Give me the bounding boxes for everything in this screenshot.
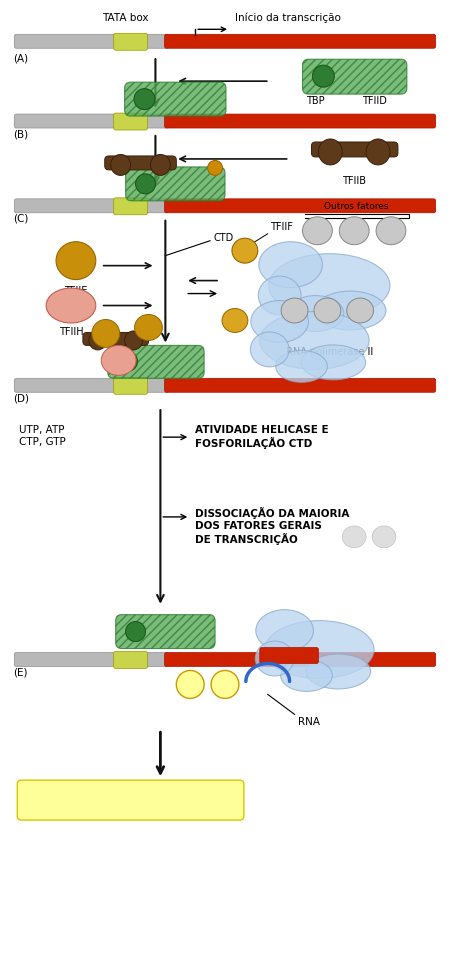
FancyBboxPatch shape: [165, 34, 436, 48]
Ellipse shape: [56, 242, 96, 280]
Text: (E): (E): [14, 668, 28, 678]
FancyBboxPatch shape: [114, 377, 148, 394]
Text: (C): (C): [14, 214, 29, 224]
Ellipse shape: [134, 89, 155, 109]
Ellipse shape: [312, 65, 334, 87]
Ellipse shape: [342, 526, 366, 548]
Ellipse shape: [92, 320, 120, 347]
Text: Início da transcrição: Início da transcrição: [235, 13, 341, 23]
Ellipse shape: [117, 351, 138, 371]
Ellipse shape: [101, 345, 136, 375]
Ellipse shape: [150, 154, 171, 176]
Ellipse shape: [319, 139, 342, 165]
Ellipse shape: [265, 621, 374, 679]
FancyBboxPatch shape: [311, 142, 398, 157]
Ellipse shape: [46, 288, 96, 323]
FancyBboxPatch shape: [14, 652, 169, 667]
Ellipse shape: [315, 292, 386, 330]
Ellipse shape: [258, 276, 301, 315]
FancyBboxPatch shape: [114, 651, 148, 669]
FancyBboxPatch shape: [165, 378, 436, 392]
Ellipse shape: [281, 298, 308, 323]
Text: (B): (B): [14, 129, 28, 139]
Text: TBP: TBP: [306, 97, 325, 106]
Text: P: P: [187, 680, 194, 689]
Ellipse shape: [126, 622, 145, 642]
Text: (A): (A): [14, 54, 28, 63]
Ellipse shape: [111, 154, 130, 176]
FancyBboxPatch shape: [105, 156, 176, 170]
FancyBboxPatch shape: [260, 647, 319, 664]
FancyBboxPatch shape: [14, 199, 169, 213]
FancyBboxPatch shape: [126, 167, 225, 201]
Text: RNA-polimerase II: RNA-polimerase II: [286, 347, 373, 358]
FancyBboxPatch shape: [108, 345, 204, 378]
FancyBboxPatch shape: [17, 780, 244, 820]
FancyBboxPatch shape: [165, 114, 436, 128]
Text: ATIVIDADE HELICASE E
FOSFORILAÇÃO CTD: ATIVIDADE HELICASE E FOSFORILAÇÃO CTD: [195, 425, 329, 449]
Ellipse shape: [259, 242, 322, 288]
Ellipse shape: [314, 298, 341, 323]
Text: TATA box: TATA box: [102, 14, 149, 23]
Text: RNA: RNA: [297, 718, 319, 727]
Ellipse shape: [347, 298, 373, 323]
Ellipse shape: [176, 671, 204, 698]
FancyBboxPatch shape: [114, 33, 148, 51]
FancyBboxPatch shape: [125, 82, 226, 116]
Ellipse shape: [135, 315, 162, 340]
FancyBboxPatch shape: [116, 614, 215, 648]
FancyBboxPatch shape: [165, 199, 436, 213]
FancyBboxPatch shape: [83, 332, 148, 345]
Ellipse shape: [339, 216, 369, 245]
FancyBboxPatch shape: [302, 59, 407, 95]
Text: TFIIE: TFIIE: [64, 286, 88, 295]
Text: CTD: CTD: [213, 233, 233, 243]
Ellipse shape: [281, 659, 333, 691]
Ellipse shape: [260, 311, 369, 370]
FancyBboxPatch shape: [114, 198, 148, 214]
Ellipse shape: [276, 350, 327, 382]
Text: P: P: [221, 680, 229, 689]
Ellipse shape: [306, 654, 371, 689]
Ellipse shape: [89, 331, 107, 350]
Ellipse shape: [269, 254, 390, 318]
Ellipse shape: [250, 332, 289, 367]
Ellipse shape: [256, 609, 314, 651]
Ellipse shape: [135, 174, 155, 194]
Text: UTP, ATP
CTP, GTP: UTP, ATP CTP, GTP: [19, 425, 66, 447]
Ellipse shape: [222, 308, 248, 332]
Text: TRANSCRIÇÃO: TRANSCRIÇÃO: [75, 792, 186, 808]
Ellipse shape: [372, 526, 396, 548]
Ellipse shape: [376, 216, 406, 245]
Ellipse shape: [366, 139, 390, 165]
FancyBboxPatch shape: [114, 113, 148, 130]
Text: TFIIB: TFIIB: [342, 176, 366, 186]
Ellipse shape: [287, 295, 344, 332]
Text: (D): (D): [14, 393, 29, 404]
FancyBboxPatch shape: [14, 114, 169, 128]
Ellipse shape: [207, 161, 222, 176]
Text: DISSOCIAÇÃO DA MAIORIA
DOS FATORES GERAIS
DE TRANSCRIÇÃO: DISSOCIAÇÃO DA MAIORIA DOS FATORES GERAI…: [195, 507, 350, 545]
Text: TFIIF: TFIIF: [270, 221, 293, 232]
Ellipse shape: [251, 300, 309, 342]
Ellipse shape: [232, 238, 258, 263]
Ellipse shape: [301, 345, 366, 380]
Ellipse shape: [125, 331, 143, 350]
Text: TFIID: TFIID: [362, 97, 387, 106]
Ellipse shape: [211, 671, 239, 698]
FancyBboxPatch shape: [165, 652, 436, 667]
Ellipse shape: [302, 216, 333, 245]
Text: TFIIH: TFIIH: [58, 328, 83, 337]
Ellipse shape: [255, 641, 294, 676]
FancyBboxPatch shape: [14, 378, 169, 392]
FancyBboxPatch shape: [14, 34, 169, 48]
Text: Outros fatores: Outros fatores: [324, 202, 388, 211]
